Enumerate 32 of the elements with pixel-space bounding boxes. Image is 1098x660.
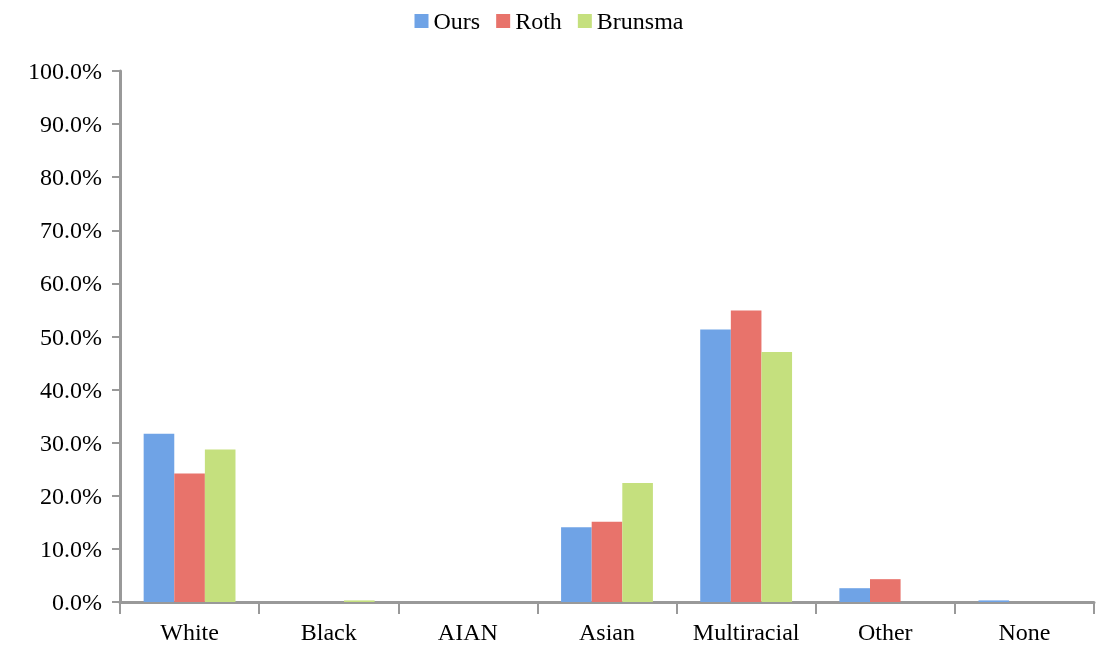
bar: [761, 351, 793, 602]
legend-label: Ours: [433, 8, 481, 34]
x-tick-label: Black: [300, 619, 357, 645]
y-tick-label: 40.0%: [40, 376, 102, 403]
y-tick-label: 50.0%: [40, 323, 102, 350]
x-tick-label: Other: [857, 619, 913, 645]
y-tick-label: 0.0%: [52, 589, 102, 615]
y-tick-label: 70.0%: [40, 217, 102, 244]
legend-label: Brunsma: [596, 8, 684, 34]
x-tick-label: AIAN: [437, 619, 498, 645]
bar: [174, 473, 205, 602]
y-tick-label: 60.0%: [40, 270, 102, 297]
bar: [839, 588, 870, 602]
bar: [204, 449, 236, 602]
x-tick-label: White: [160, 619, 219, 645]
bar: [730, 310, 762, 602]
bar: [622, 483, 653, 602]
legend-label: Roth: [515, 8, 562, 34]
y-tick-label: 90.0%: [40, 111, 102, 138]
bar: [869, 579, 901, 602]
x-tick-label: Asian: [579, 619, 635, 645]
x-tick-label: None: [998, 619, 1051, 645]
y-tick-label: 80.0%: [40, 164, 102, 191]
bar: [143, 433, 175, 602]
bar: [561, 527, 592, 602]
y-tick-label: 10.0%: [40, 535, 102, 562]
y-tick-label: 30.0%: [40, 429, 102, 456]
y-tick-label: 20.0%: [40, 482, 102, 509]
y-tick-label: 100.0%: [28, 58, 102, 84]
x-tick-label: Multiracial: [692, 619, 800, 645]
bar: [591, 521, 623, 602]
bar: [700, 329, 731, 602]
